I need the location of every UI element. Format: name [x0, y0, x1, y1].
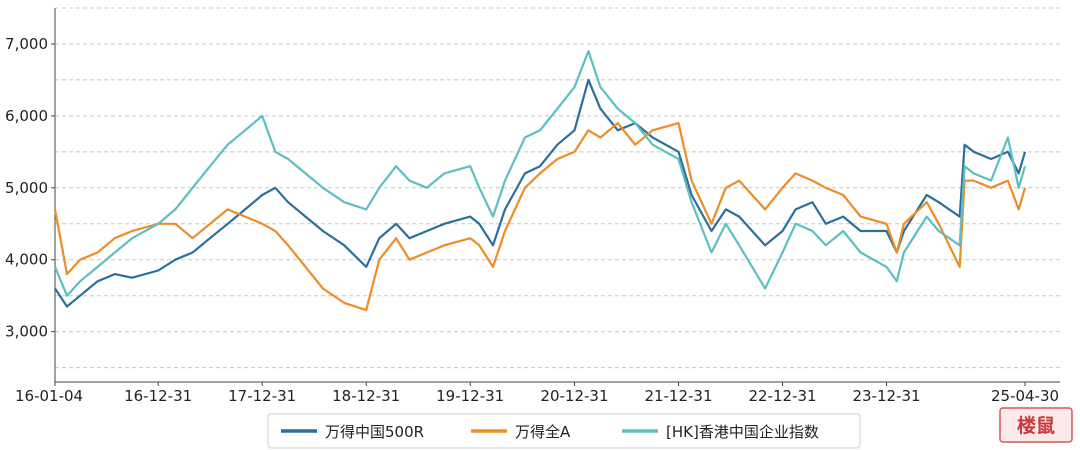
- watermark-stamp-border: [999, 407, 1073, 443]
- x-tick-label: 16-12-31: [124, 387, 192, 405]
- x-tick-label: 16-01-04: [15, 387, 83, 405]
- y-tick-label: 3,000: [5, 323, 48, 341]
- series-line-1: [53, 121, 1027, 312]
- x-tick-label: 25-04-30: [991, 387, 1059, 405]
- legend-box: [267, 413, 861, 449]
- watermark-stamp-text: 楼鼠: [1017, 414, 1055, 437]
- x-tick-label: 23-12-31: [852, 387, 920, 405]
- y-tick-label: 5,000: [5, 179, 48, 197]
- legend: 万得中国500R 万得全A [HK]香港中国企业指数: [267, 413, 861, 449]
- series-lines: [53, 50, 1027, 312]
- legend-label-2: [HK]香港中国企业指数: [666, 423, 819, 441]
- x-tick-label: 17-12-31: [228, 387, 296, 405]
- series-line-2: [53, 50, 1027, 297]
- grid-lines: [55, 7, 1060, 369]
- axes: [54, 8, 1060, 383]
- watermark-stamp: 楼鼠: [999, 407, 1073, 443]
- y-tick-label: 6,000: [5, 107, 48, 125]
- x-tick-label: 19-12-31: [436, 387, 504, 405]
- y-tick-label: 7,000: [5, 35, 48, 53]
- x-axis-ticks: 16-01-04 16-12-31 17-12-31 18-12-31 19-12-31…: [15, 382, 1059, 405]
- y-tick-label: 4,000: [5, 251, 48, 269]
- x-tick-label: 22-12-31: [748, 387, 816, 405]
- legend-label-1: 万得全A: [515, 423, 571, 441]
- x-tick-label: 20-12-31: [540, 387, 608, 405]
- series-line-0: [54, 78, 1027, 308]
- y-axis-ticks: 3,000 4,000 5,000 6,000 7,000: [5, 35, 55, 341]
- legend-label-0: 万得中国500R: [325, 423, 424, 441]
- x-tick-label: 21-12-31: [644, 387, 712, 405]
- x-tick-label: 18-12-31: [332, 387, 400, 405]
